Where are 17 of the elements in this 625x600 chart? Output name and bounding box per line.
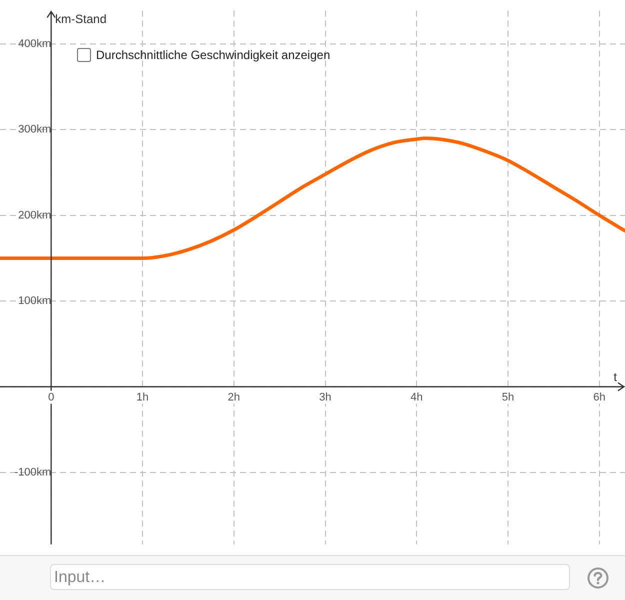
y-tick-label: 400km [18,38,52,50]
x-axis-title: t [614,370,618,384]
y-tick-label: 200km [18,209,52,222]
x-tick-label: 6h [593,391,606,404]
x-tick-label: 1h [136,391,149,404]
y-axis-title: km-Stand [55,12,107,26]
input-field: Input… [50,564,570,590]
x-tick-label: 3h [319,391,332,404]
y-tick-label: -100km [14,466,52,478]
x-tick-label: 2h [228,391,240,404]
x-tick-label: 0 [48,391,54,404]
line-series [0,136,625,260]
y-tick-label: 100km [18,295,52,308]
x-tick-label: 4h [410,391,423,404]
annotation: Durchschnittliche Geschwindigkeit anzeigen [96,48,330,62]
y-tick-label: 300km [18,124,52,136]
x-tick-label: 5h [502,391,514,404]
